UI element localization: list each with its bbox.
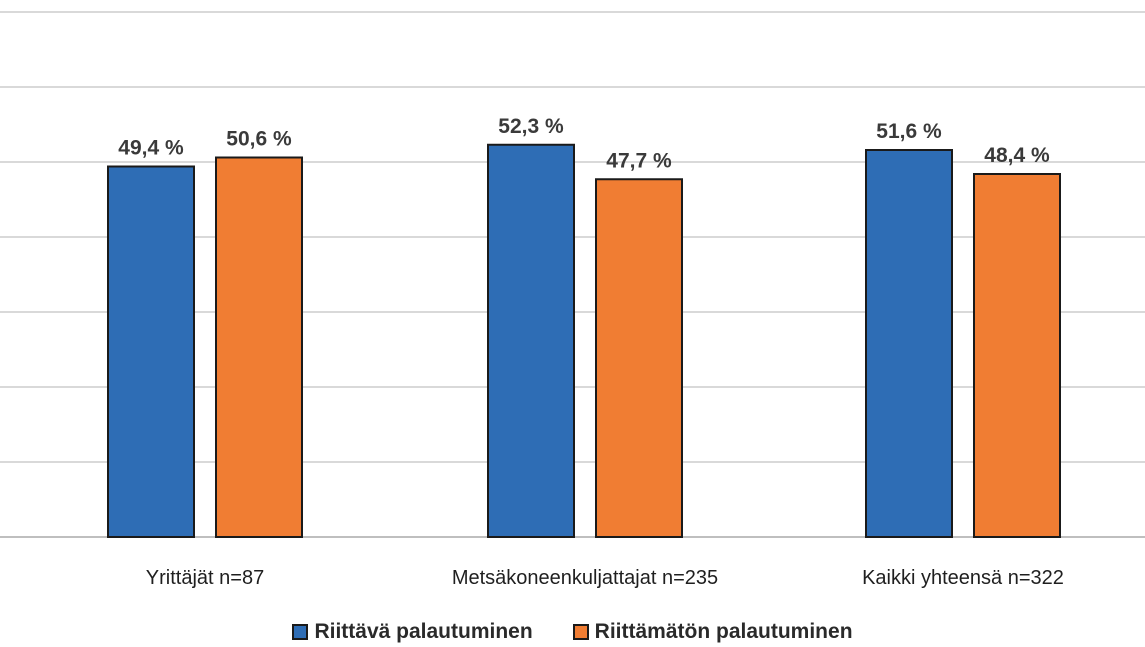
category-label-1: Metsäkoneenkuljattajat n=235	[452, 567, 718, 589]
data-label-series-0-cat-0: 49,4 %	[118, 137, 184, 160]
data-label-series-0-cat-1: 52,3 %	[498, 115, 564, 138]
legend-item-riittamaton: Riittämätön palautuminen	[572, 620, 853, 644]
data-label-series-1-cat-2: 48,4 %	[984, 144, 1050, 167]
bar-series-0-cat-2	[865, 149, 953, 538]
data-label-series-1-cat-1: 47,7 %	[606, 149, 672, 172]
bar-series-1-cat-2	[973, 173, 1061, 538]
bar-series-0-cat-0	[107, 165, 195, 538]
legend-swatch-orange	[572, 624, 589, 640]
category-label-0: Yrittäjät n=87	[146, 567, 264, 589]
category-label-2: Kaikki yhteensä n=322	[862, 567, 1064, 589]
data-label-series-0-cat-2: 51,6 %	[876, 120, 942, 143]
legend-label: Riittämätön palautuminen	[594, 620, 853, 643]
legend-item-riittava: Riittävä palautuminen	[292, 620, 533, 644]
value-labels: 49,4 % 50,6 % 52,3 % 47,7 % 51,6 % 48,4 %	[118, 115, 1050, 173]
legend-swatch-blue	[292, 624, 309, 640]
bar-series-1-cat-1	[595, 178, 683, 538]
category-labels: Yrittäjät n=87 Metsäkoneenkuljattajat n=2…	[146, 567, 1064, 589]
legend-label: Riittävä palautuminen	[314, 620, 533, 643]
bars	[107, 143, 1061, 538]
data-label-series-1-cat-0: 50,6 %	[226, 128, 292, 151]
bar-series-0-cat-1	[487, 143, 575, 538]
bar-chart: 49,4 % 50,6 % 52,3 % 47,7 % 51,6 % 48,4 % Yri…	[0, 11, 1145, 589]
legend: Riittävä palautuminen Riittämätön palaut…	[0, 620, 1145, 644]
bar-series-1-cat-0	[215, 156, 303, 538]
